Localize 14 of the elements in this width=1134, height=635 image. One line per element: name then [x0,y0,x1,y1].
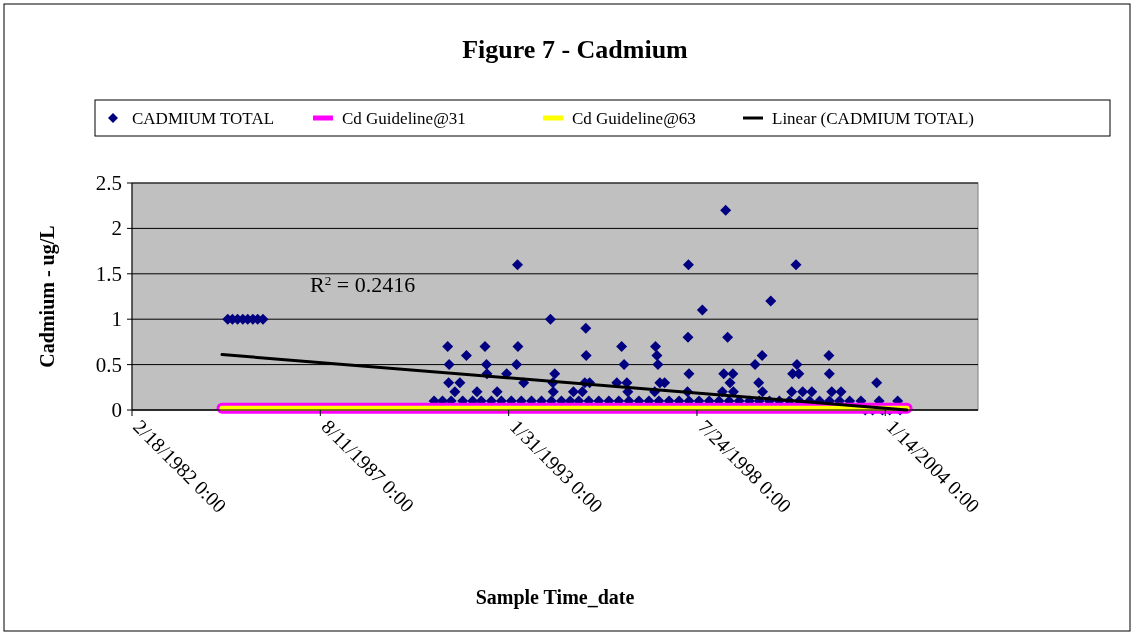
legend-label: Linear (CADMIUM TOTAL) [772,109,974,128]
y-tick-label: 2.5 [95,171,122,195]
x-axis-title: Sample Time_date [475,586,635,609]
legend-label: Cd Guideline@63 [572,109,696,128]
legend-label: Cd Guideline@31 [342,109,466,128]
y-tick-label: 1.5 [95,261,122,286]
annotation: R$^{2}$ = 0.2416 [310,272,416,297]
y-axis-title: Cadmium - ug/L [36,225,59,368]
y-tick-label: 1 [111,307,122,332]
legend-label: CADMIUM TOTAL [132,109,275,128]
y-tick-label: 2 [111,216,122,241]
y-tick-label: 0.5 [95,352,122,377]
chart-title: Figure 7 - Cadmium [462,35,689,64]
y-tick-label: 0 [111,398,122,422]
